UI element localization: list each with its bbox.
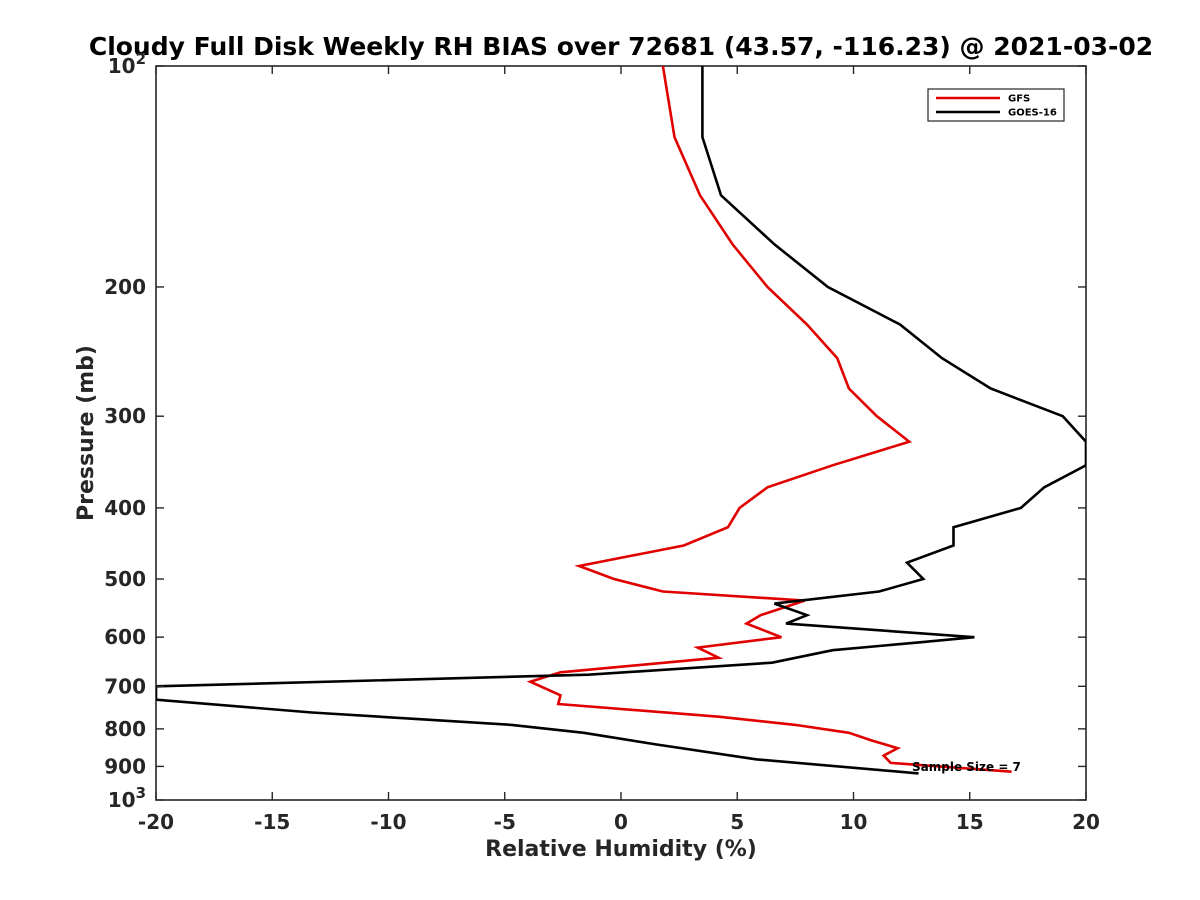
legend-label: GFS <box>1008 94 1030 105</box>
x-tick-label: 0 <box>614 810 628 834</box>
plot-area <box>155 65 1087 801</box>
y-axis-ticks: 102 200 300 400 500 600 700 800 900 103 <box>104 50 146 812</box>
x-tick-label: -20 <box>138 810 174 834</box>
x-tick-label: -10 <box>370 810 406 834</box>
series-line-goes-16 <box>156 66 1086 775</box>
x-tick-label: -15 <box>254 810 290 834</box>
x-tick-label: 10 <box>840 810 868 834</box>
x-tick-label: 15 <box>956 810 984 834</box>
sample-size-annotation: Sample Size = 7 <box>912 760 1021 774</box>
y-tick-label: 102 <box>108 50 146 78</box>
y-axis-label: Pressure (mb) <box>74 345 99 521</box>
y-tick-label: 103 <box>108 784 146 812</box>
legend: GFS GOES-16 <box>927 88 1065 122</box>
x-tick-label: 5 <box>730 810 744 834</box>
x-tick-label: 20 <box>1072 810 1100 834</box>
y-tick-label: 600 <box>104 625 146 649</box>
axes-layer <box>155 65 1087 801</box>
chart-title: Cloudy Full Disk Weekly RH BIAS over 726… <box>89 32 1153 61</box>
y-tick-label: 500 <box>104 567 146 591</box>
plot-frame <box>155 65 1087 801</box>
legend-box <box>927 88 1065 122</box>
y-tick-label: 400 <box>104 496 146 520</box>
legend-label: GOES-16 <box>1008 108 1057 119</box>
y-tick-label: 800 <box>104 717 146 741</box>
y-tick-label: 300 <box>104 404 146 428</box>
series-layer <box>156 66 1086 775</box>
x-tick-label: -5 <box>494 810 516 834</box>
series-line-gfs <box>526 66 1012 773</box>
y-tick-label: 900 <box>104 754 146 778</box>
x-axis-label: Relative Humidity (%) <box>485 837 757 862</box>
x-axis-ticks: -20 -15 -10 -5 0 5 10 15 20 <box>138 810 1100 834</box>
y-tick-label: 700 <box>104 674 146 698</box>
y-tick-label: 200 <box>104 275 146 299</box>
